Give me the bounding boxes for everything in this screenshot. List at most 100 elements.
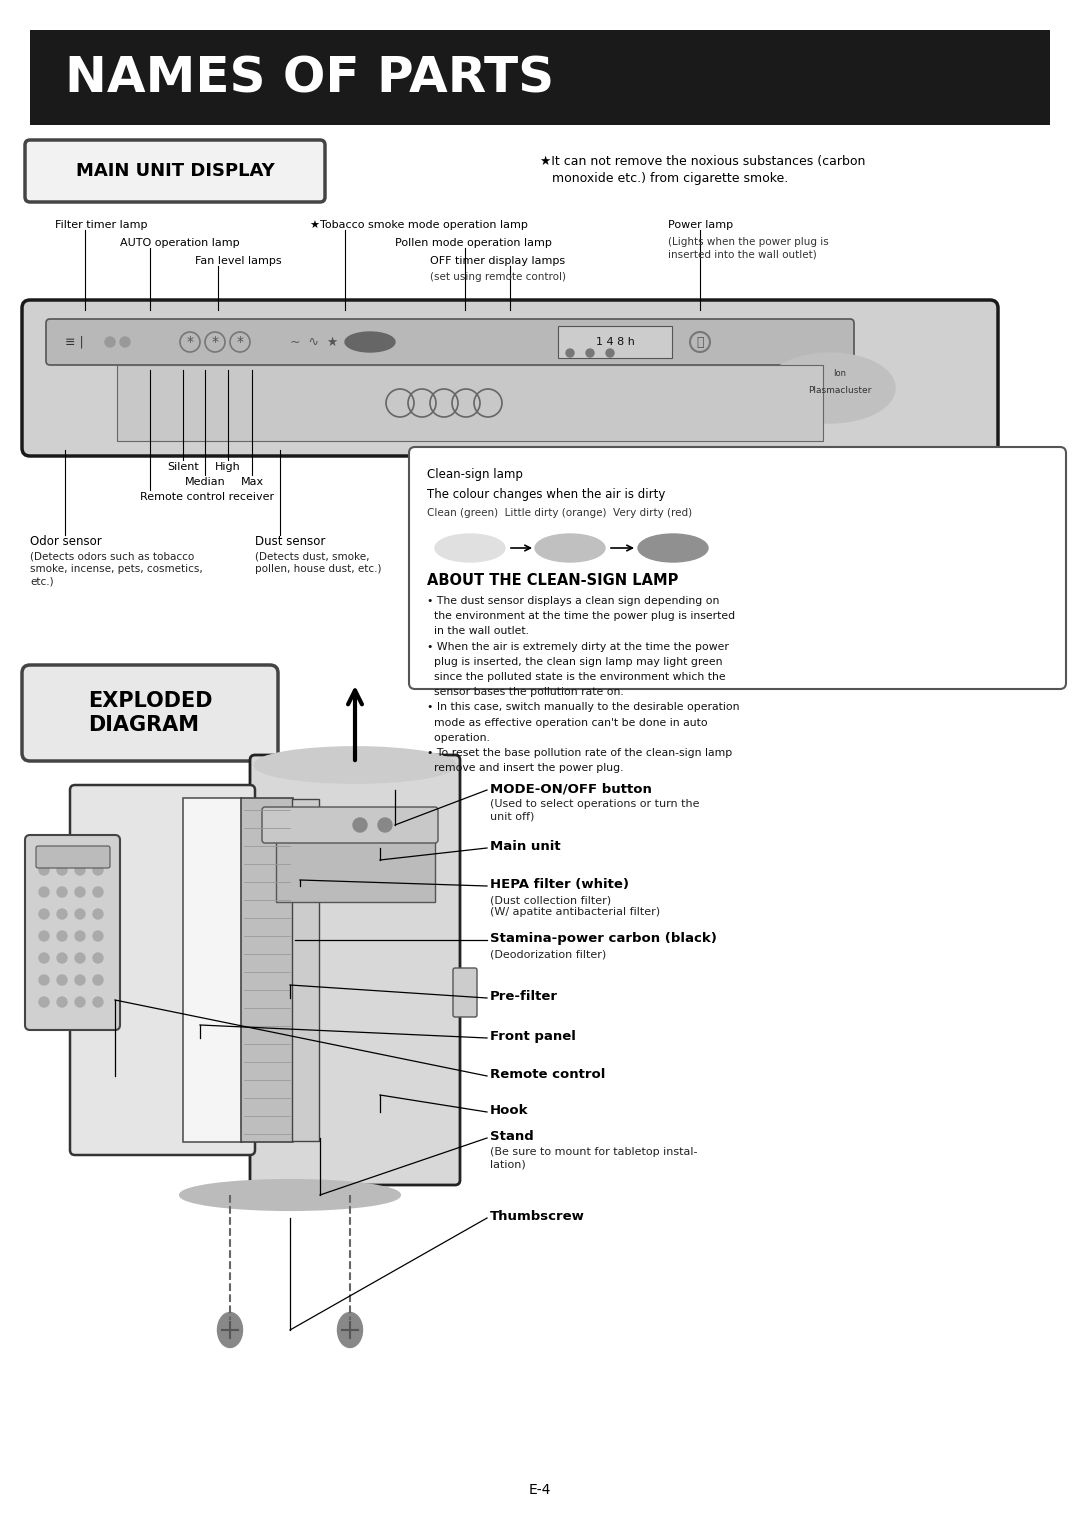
Text: Plasmacluster: Plasmacluster [808,387,872,396]
FancyBboxPatch shape [70,785,255,1155]
Text: • In this case, switch manually to the desirable operation: • In this case, switch manually to the d… [427,703,740,712]
Circle shape [57,975,67,986]
FancyBboxPatch shape [36,847,110,868]
Text: HEPA filter (white): HEPA filter (white) [490,879,629,891]
FancyBboxPatch shape [292,799,319,1141]
FancyBboxPatch shape [558,325,672,358]
FancyBboxPatch shape [409,448,1066,689]
Text: ≡ |: ≡ | [65,336,84,348]
Circle shape [353,817,367,833]
FancyBboxPatch shape [30,31,1050,125]
Ellipse shape [337,1313,363,1348]
Text: ABOUT THE CLEAN-SIGN LAMP: ABOUT THE CLEAN-SIGN LAMP [427,573,678,588]
Circle shape [39,886,49,897]
Text: *: * [212,335,218,348]
Circle shape [39,953,49,963]
Circle shape [75,931,85,941]
Text: plug is inserted, the clean sign lamp may light green: plug is inserted, the clean sign lamp ma… [427,657,723,666]
Circle shape [39,865,49,876]
Circle shape [93,975,103,986]
Text: Main unit: Main unit [490,840,561,853]
Text: (Dust collection filter)
(W/ apatite antibacterial filter): (Dust collection filter) (W/ apatite ant… [490,895,660,917]
Circle shape [105,338,114,347]
Text: Silent: Silent [167,461,199,472]
FancyBboxPatch shape [249,755,460,1186]
Text: Filter timer lamp: Filter timer lamp [55,220,148,231]
Text: • The dust sensor displays a clean sign depending on: • The dust sensor displays a clean sign … [427,596,719,607]
Text: • When the air is extremely dirty at the time the power: • When the air is extremely dirty at the… [427,642,729,651]
Circle shape [75,909,85,918]
Ellipse shape [345,332,395,351]
Text: (Lights when the power plug is
inserted into the wall outlet): (Lights when the power plug is inserted … [669,237,828,260]
FancyBboxPatch shape [22,665,278,761]
Circle shape [378,817,392,833]
Circle shape [75,886,85,897]
Text: ★It can not remove the noxious substances (carbon
   monoxide etc.) from cigaret: ★It can not remove the noxious substance… [540,154,865,185]
Circle shape [39,975,49,986]
Circle shape [93,953,103,963]
FancyBboxPatch shape [262,807,438,843]
Circle shape [120,338,130,347]
Ellipse shape [255,747,455,782]
Circle shape [57,996,67,1007]
Text: Clean-sign lamp: Clean-sign lamp [427,468,523,481]
Text: E-4: E-4 [529,1484,551,1497]
Ellipse shape [217,1313,243,1348]
Circle shape [57,931,67,941]
Text: MAIN UNIT DISPLAY: MAIN UNIT DISPLAY [76,162,274,180]
Text: MODE-ON/OFF button: MODE-ON/OFF button [490,782,652,795]
Text: *: * [187,335,193,348]
Circle shape [57,909,67,918]
Text: Dust sensor: Dust sensor [255,535,325,549]
FancyBboxPatch shape [241,798,293,1141]
Circle shape [93,909,103,918]
Text: EXPLODED
DIAGRAM: EXPLODED DIAGRAM [87,691,213,735]
FancyBboxPatch shape [46,319,854,365]
Text: Pollen mode operation lamp: Pollen mode operation lamp [395,238,552,248]
Circle shape [57,886,67,897]
Ellipse shape [765,353,895,423]
Text: *: * [237,335,243,348]
Circle shape [93,865,103,876]
Circle shape [93,931,103,941]
FancyBboxPatch shape [25,141,325,202]
Text: ~  ∿  ★: ~ ∿ ★ [291,336,338,348]
Text: (set using remote control): (set using remote control) [430,272,566,283]
FancyBboxPatch shape [22,299,998,455]
Circle shape [57,953,67,963]
Text: Thumbscrew: Thumbscrew [490,1210,585,1222]
Circle shape [57,865,67,876]
Circle shape [75,865,85,876]
Circle shape [93,886,103,897]
Text: sensor bases the pollution rate on.: sensor bases the pollution rate on. [427,688,624,697]
FancyBboxPatch shape [183,798,242,1141]
Circle shape [93,996,103,1007]
Text: 1 4 8 h: 1 4 8 h [595,338,634,347]
Text: Power lamp: Power lamp [669,220,733,231]
Circle shape [39,909,49,918]
Text: Fan level lamps: Fan level lamps [195,257,282,266]
FancyBboxPatch shape [276,817,435,902]
Text: (Used to select operations or turn the
unit off): (Used to select operations or turn the u… [490,799,700,822]
Text: Stamina-power carbon (black): Stamina-power carbon (black) [490,932,717,944]
Text: High: High [215,461,241,472]
Text: Front panel: Front panel [490,1030,576,1044]
Text: NAMES OF PARTS: NAMES OF PARTS [65,53,554,102]
Text: operation.: operation. [427,733,490,743]
Text: (Deodorization filter): (Deodorization filter) [490,949,606,960]
Text: Clean (green)  Little dirty (orange)  Very dirty (red): Clean (green) Little dirty (orange) Very… [427,507,692,518]
Text: Odor sensor: Odor sensor [30,535,102,549]
Circle shape [39,996,49,1007]
Text: mode as effective operation can't be done in auto: mode as effective operation can't be don… [427,718,707,727]
Circle shape [566,348,573,358]
FancyBboxPatch shape [453,969,477,1018]
Circle shape [75,953,85,963]
Text: ⏻: ⏻ [697,336,704,348]
Text: OFF timer display lamps: OFF timer display lamps [430,257,565,266]
Text: Ion: Ion [834,368,847,377]
Text: in the wall outlet.: in the wall outlet. [427,626,529,636]
Circle shape [586,348,594,358]
FancyBboxPatch shape [25,834,120,1030]
Ellipse shape [638,533,708,562]
FancyBboxPatch shape [117,365,823,442]
